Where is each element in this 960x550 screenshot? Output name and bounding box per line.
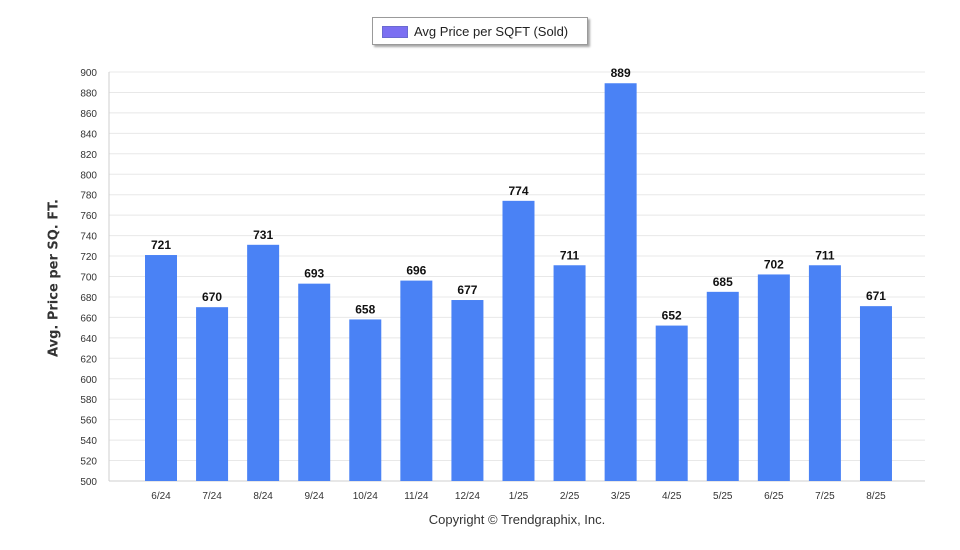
y-tick-label: 680 — [80, 293, 97, 304]
x-tick-label: 4/25 — [662, 491, 682, 502]
data-label: 889 — [611, 66, 631, 80]
bar-12-24 — [451, 300, 484, 481]
data-label: 658 — [355, 302, 375, 316]
bar-3-25 — [604, 83, 637, 481]
y-tick-label: 780 — [80, 191, 97, 202]
bar-5-25 — [706, 291, 739, 481]
y-tick-label: 800 — [80, 170, 97, 181]
x-tick-label: 1/25 — [509, 491, 529, 502]
data-label: 696 — [406, 264, 426, 278]
bar-4-25 — [655, 325, 688, 481]
y-tick-label: 660 — [80, 313, 97, 324]
bar-9-24 — [298, 283, 331, 481]
y-tick-label: 620 — [80, 354, 97, 365]
y-tick-label: 720 — [80, 252, 97, 263]
bar-8-25 — [859, 306, 892, 481]
x-tick-label: 6/24 — [151, 491, 171, 502]
copyright-text: Copyright © Trendgraphix, Inc. — [428, 512, 606, 527]
y-tick-label: 560 — [80, 416, 97, 427]
data-label: 721 — [151, 238, 171, 252]
x-tick-label: 7/25 — [815, 491, 835, 502]
legend-label: Avg Price per SQFT (Sold) — [414, 24, 569, 39]
data-label: 774 — [508, 184, 528, 198]
x-tick-label: 2/25 — [560, 491, 580, 502]
y-tick-label: 500 — [80, 477, 97, 488]
y-axis-label: Avg. Price per SQ. FT. — [46, 199, 62, 357]
bar-6-24 — [145, 255, 177, 481]
x-tick-label: 5/25 — [713, 491, 733, 502]
x-tick-label: 3/25 — [611, 491, 631, 502]
bar-6-25 — [757, 274, 790, 481]
y-tick-label: 520 — [80, 457, 97, 468]
y-tick-label: 580 — [80, 395, 97, 406]
data-label: 731 — [253, 228, 273, 242]
y-tick-label: 540 — [80, 436, 97, 447]
y-tick-label: 900 — [80, 68, 97, 79]
bar-7-25 — [808, 265, 841, 481]
data-label: 670 — [202, 290, 222, 304]
x-tick-label: 12/24 — [455, 491, 480, 502]
data-label: 685 — [713, 275, 733, 289]
data-label: 702 — [764, 257, 784, 271]
data-label: 711 — [560, 248, 580, 262]
y-tick-label: 600 — [80, 375, 97, 386]
data-label: 711 — [815, 248, 835, 262]
x-tick-label: 9/24 — [304, 491, 324, 502]
y-tick-label: 740 — [80, 232, 97, 243]
data-label: 677 — [457, 283, 477, 297]
x-tick-label: 6/25 — [764, 491, 784, 502]
y-tick-label: 760 — [80, 211, 97, 222]
data-label: 693 — [304, 267, 324, 281]
x-tick-label: 10/24 — [353, 491, 378, 502]
y-tick-label: 700 — [80, 273, 97, 284]
legend-swatch — [382, 26, 408, 38]
bar-7-24 — [196, 307, 229, 481]
bar-8-24 — [247, 244, 280, 481]
y-tick-label: 860 — [80, 109, 97, 120]
x-tick-label: 8/24 — [253, 491, 273, 502]
y-tick-label: 640 — [80, 334, 97, 345]
x-tick-label: 11/24 — [404, 491, 429, 502]
data-label: 652 — [662, 309, 682, 323]
y-tick-label: 820 — [80, 150, 97, 161]
data-label: 671 — [866, 289, 886, 303]
x-tick-label: 7/24 — [202, 491, 222, 502]
bar-10-24 — [349, 319, 382, 481]
y-tick-label: 840 — [80, 129, 97, 140]
bar-11-24 — [400, 280, 433, 481]
legend: Avg Price per SQFT (Sold) — [372, 17, 588, 45]
y-tick-label: 880 — [80, 88, 97, 99]
bar-2-25 — [553, 265, 586, 481]
x-tick-label: 8/25 — [866, 491, 886, 502]
bar-1-25 — [502, 200, 535, 481]
